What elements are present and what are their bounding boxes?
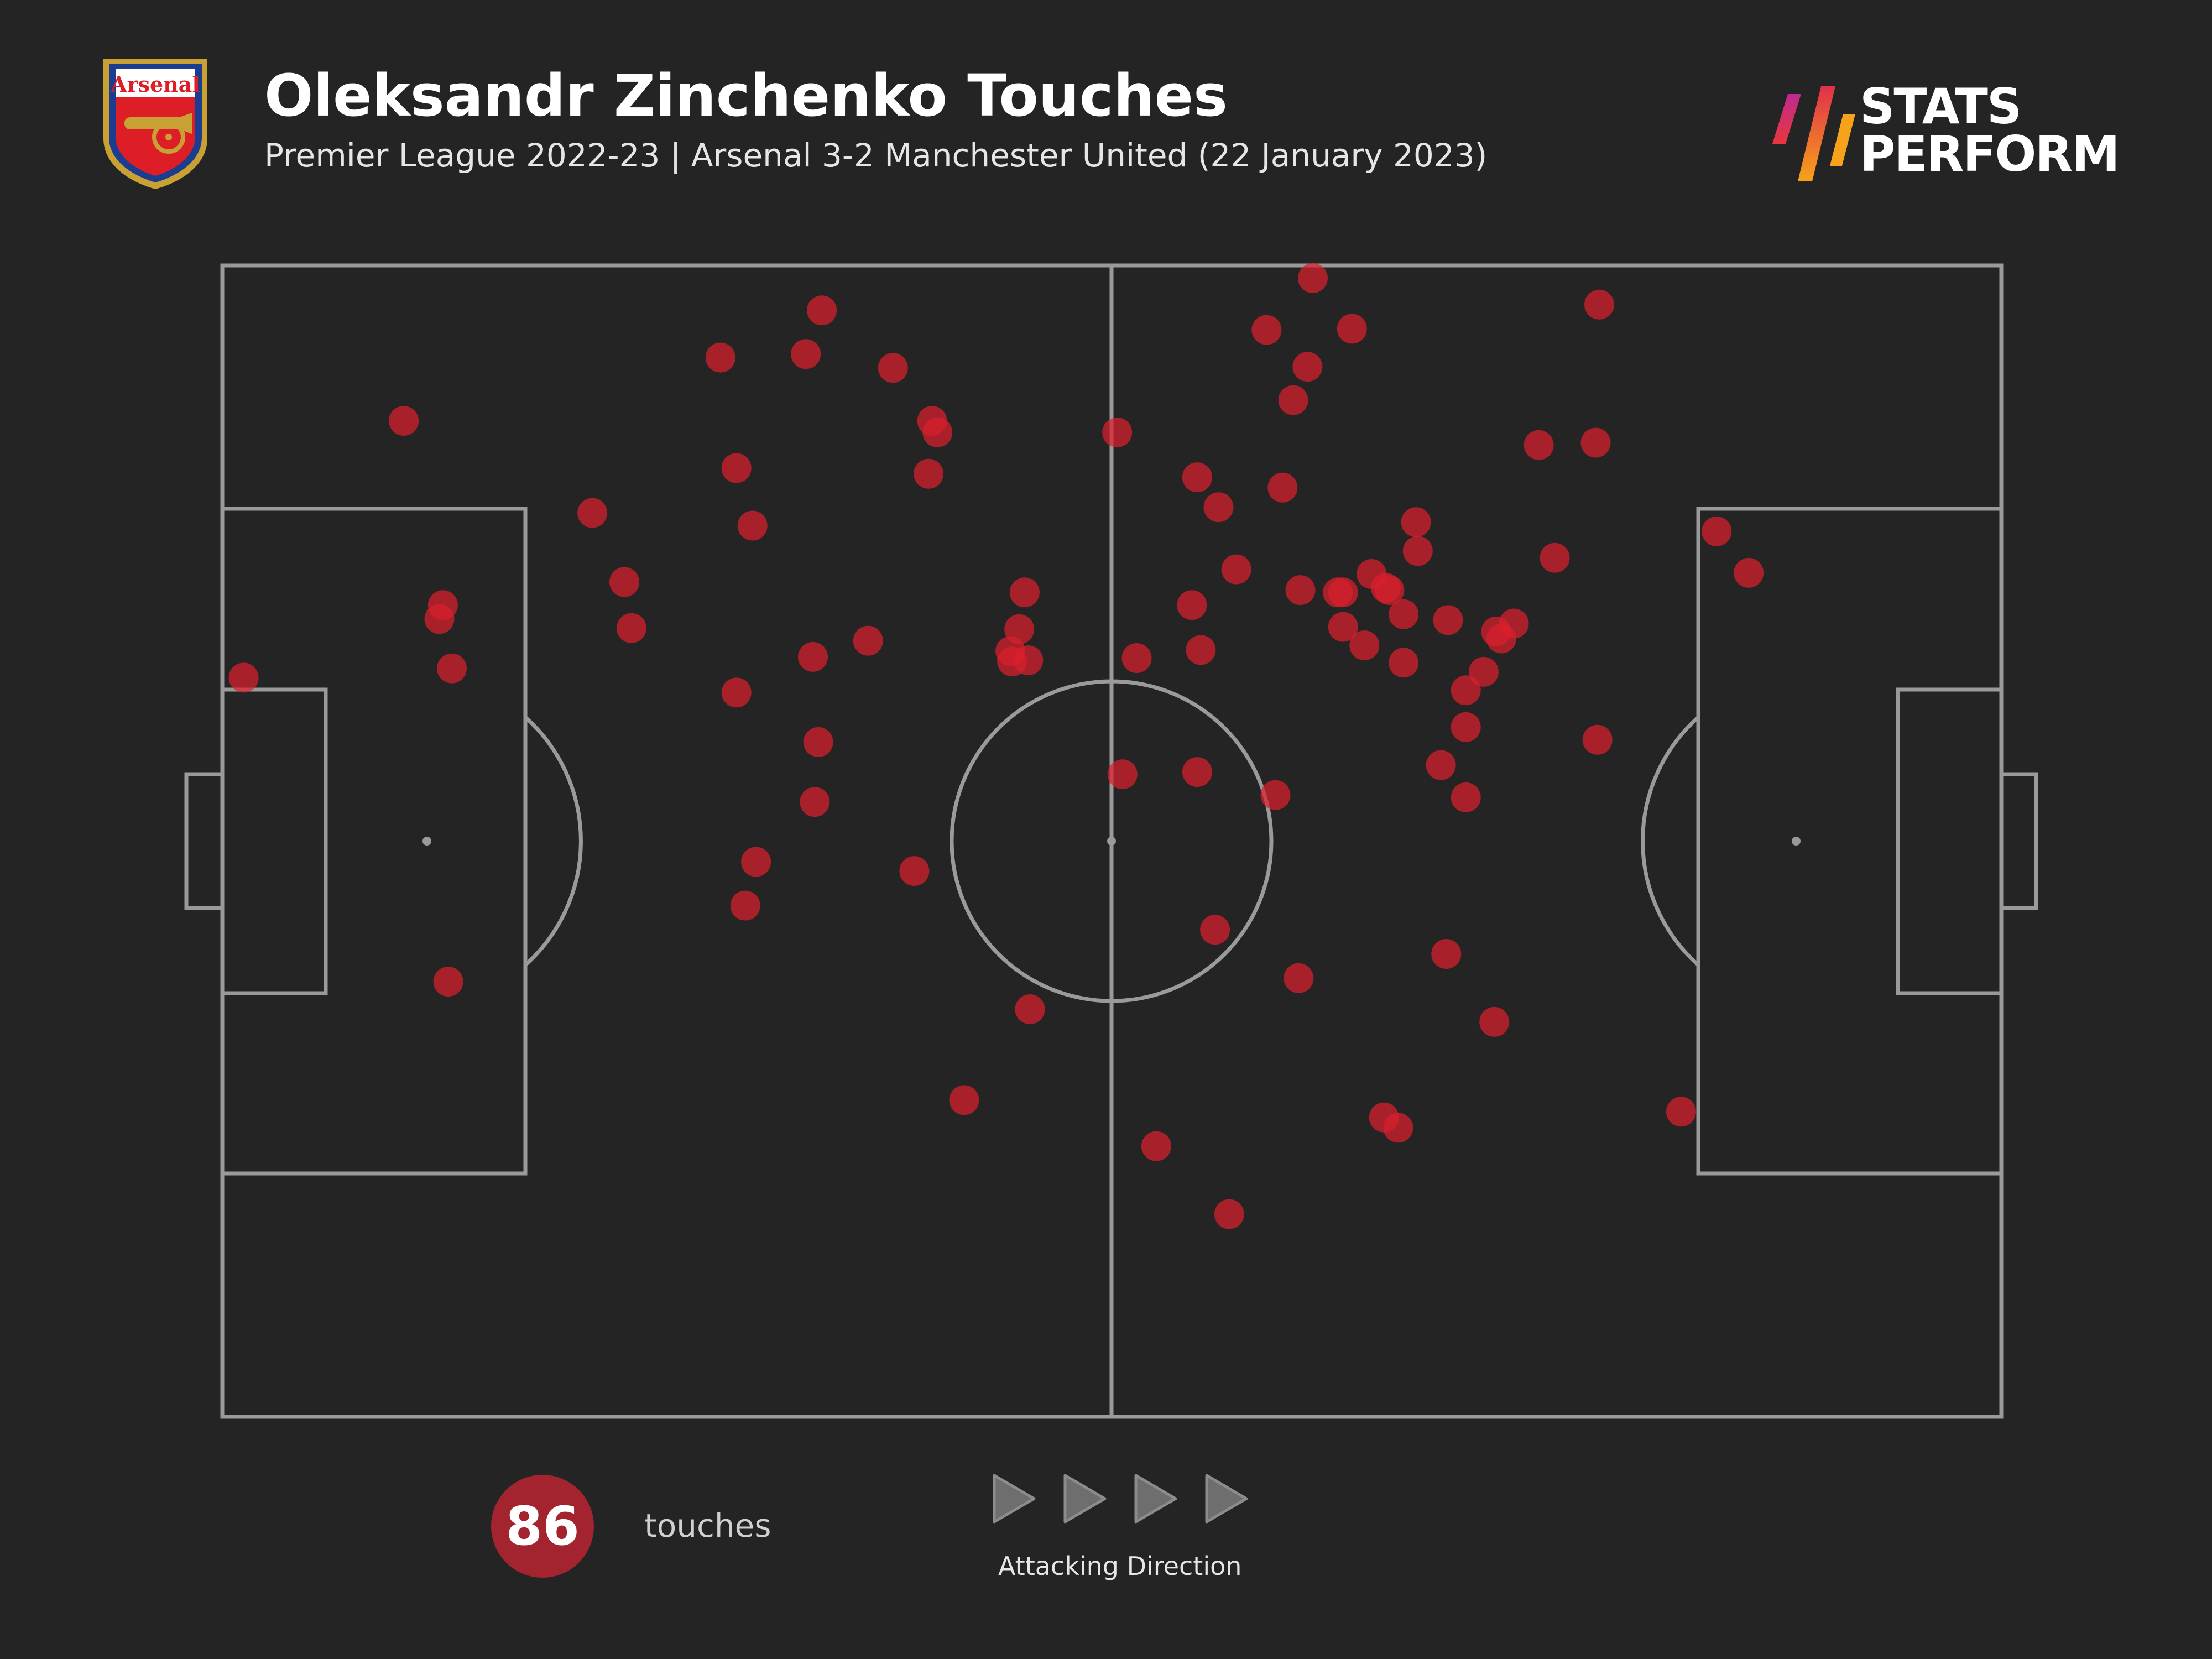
touch-point bbox=[1010, 577, 1040, 607]
right-six-yard-box bbox=[1898, 690, 2001, 993]
left-goal bbox=[186, 774, 222, 908]
touch-point bbox=[1403, 536, 1433, 566]
play-triangle-icon bbox=[994, 1475, 1034, 1522]
touch-point bbox=[1204, 492, 1234, 522]
touch-point bbox=[741, 847, 771, 877]
touch-point bbox=[1431, 939, 1461, 969]
touch-point bbox=[1486, 624, 1516, 654]
touch-point bbox=[1182, 757, 1212, 787]
touch-point bbox=[609, 567, 639, 597]
touch-point bbox=[1389, 599, 1418, 629]
attacking-direction-label: Attacking Direction bbox=[998, 1551, 1241, 1581]
touch-point bbox=[437, 654, 467, 684]
touch-point bbox=[1261, 780, 1291, 810]
touch-point bbox=[853, 626, 883, 656]
touch-point bbox=[722, 453, 752, 483]
touch-point bbox=[1141, 1131, 1171, 1161]
touch-points bbox=[229, 263, 1764, 1229]
touch-point bbox=[1349, 630, 1379, 660]
touch-point bbox=[899, 856, 929, 886]
touch-point bbox=[1286, 575, 1316, 605]
touch-point bbox=[804, 727, 833, 757]
touch-point bbox=[1102, 418, 1132, 447]
touch-point bbox=[1666, 1097, 1696, 1126]
touch-point bbox=[731, 891, 760, 921]
touch-point bbox=[1108, 759, 1138, 789]
touch-point bbox=[1200, 915, 1230, 945]
touch-point bbox=[722, 677, 752, 707]
touch-point bbox=[1177, 590, 1207, 620]
left-penalty-spot bbox=[422, 837, 431, 846]
touch-point bbox=[1433, 605, 1463, 635]
touch-point bbox=[1584, 290, 1614, 320]
right-goal bbox=[2001, 774, 2036, 908]
attacking-direction-arrows bbox=[990, 1471, 1255, 1526]
touch-point bbox=[800, 787, 830, 817]
touch-point bbox=[1337, 314, 1367, 344]
touch-point bbox=[1583, 725, 1613, 755]
touch-count-label: touches bbox=[644, 1507, 771, 1545]
touch-point bbox=[1524, 430, 1554, 460]
touch-point bbox=[1328, 577, 1358, 607]
touch-count-badge: 86 bbox=[491, 1475, 594, 1578]
touch-point bbox=[1540, 543, 1570, 573]
touch-point bbox=[617, 613, 646, 643]
touch-point bbox=[1479, 1007, 1509, 1037]
touch-point bbox=[1122, 643, 1152, 673]
touch-point bbox=[1182, 462, 1212, 492]
touch-point bbox=[1251, 315, 1281, 345]
touch-point bbox=[229, 662, 259, 692]
touch-point bbox=[1389, 648, 1418, 677]
touch-point bbox=[1292, 352, 1322, 382]
touch-point bbox=[1581, 428, 1611, 458]
touch-point bbox=[1426, 750, 1456, 780]
touch-point bbox=[1267, 473, 1297, 503]
touch-point bbox=[1222, 555, 1251, 585]
touch-point bbox=[1214, 1199, 1244, 1229]
touch-point bbox=[950, 1085, 979, 1115]
touch-point bbox=[1401, 507, 1431, 537]
centre-spot bbox=[1107, 837, 1116, 846]
play-triangle-icon bbox=[1136, 1475, 1176, 1522]
touch-point bbox=[791, 339, 821, 369]
touch-point bbox=[706, 343, 735, 373]
touch-point bbox=[425, 604, 455, 634]
touch-point bbox=[1186, 635, 1215, 665]
left-penalty-area bbox=[222, 509, 525, 1173]
play-triangle-icon bbox=[1207, 1475, 1246, 1522]
touch-point bbox=[1451, 675, 1481, 705]
left-penalty-arc bbox=[525, 717, 581, 965]
touch-point bbox=[878, 353, 908, 383]
touch-point bbox=[1734, 558, 1764, 588]
touch-point bbox=[389, 406, 419, 436]
touch-point bbox=[1702, 517, 1731, 546]
touch-point bbox=[434, 967, 463, 997]
touch-point bbox=[577, 498, 607, 528]
left-six-yard-box bbox=[222, 690, 326, 993]
play-triangle-icon bbox=[1065, 1475, 1105, 1522]
right-penalty-arc bbox=[1643, 717, 1698, 965]
touch-point bbox=[1284, 963, 1313, 993]
touch-point bbox=[1013, 645, 1043, 675]
touch-point bbox=[1279, 385, 1308, 415]
right-penalty-spot bbox=[1792, 837, 1801, 846]
touch-point bbox=[922, 418, 952, 447]
touch-point bbox=[914, 459, 943, 489]
touch-point bbox=[798, 642, 828, 672]
touch-point bbox=[1451, 712, 1481, 742]
touch-point bbox=[738, 511, 768, 541]
touch-point bbox=[1451, 782, 1481, 812]
touch-point bbox=[1298, 263, 1328, 293]
touch-point bbox=[807, 295, 837, 325]
right-penalty-area bbox=[1698, 509, 2001, 1173]
touch-point bbox=[1015, 994, 1045, 1024]
touch-point bbox=[1383, 1113, 1413, 1142]
